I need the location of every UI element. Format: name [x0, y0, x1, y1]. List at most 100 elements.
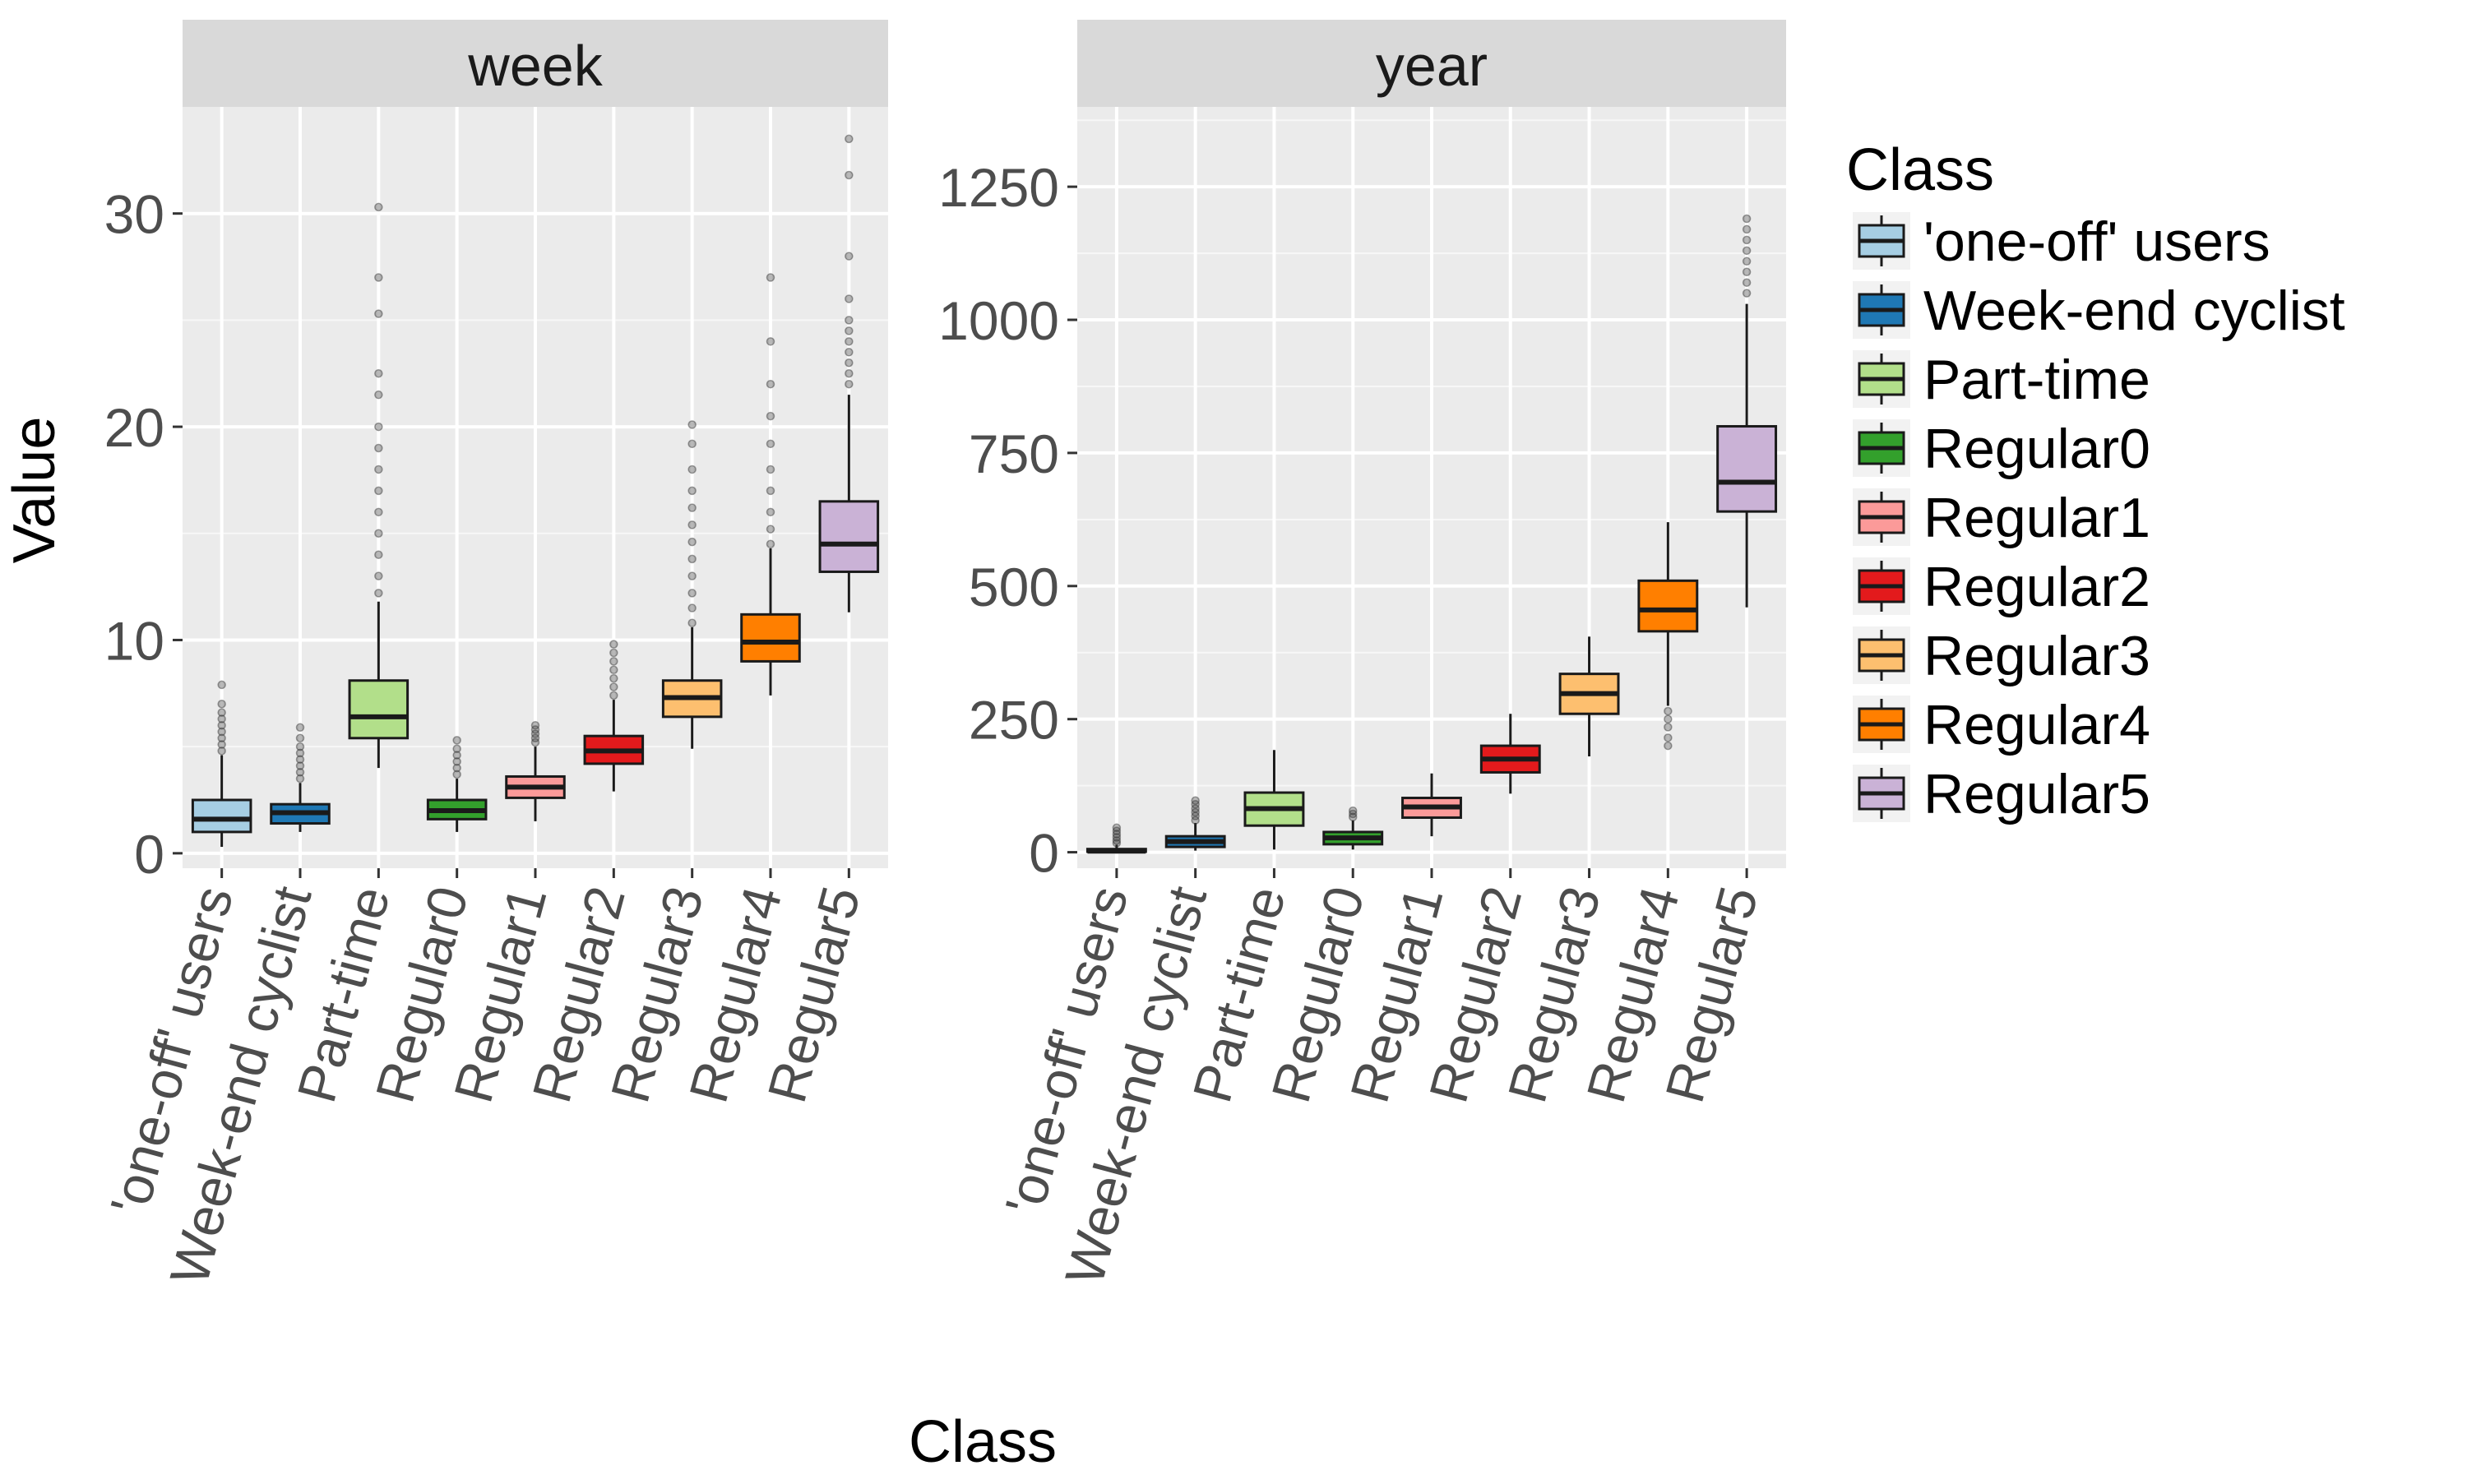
legend-entry-label: Week-end cyclist — [1923, 280, 2345, 342]
outlier-point — [1191, 800, 1200, 809]
legend-entry-6: Regular3 — [1853, 625, 2150, 687]
outlier-point — [452, 751, 461, 760]
box-week-5 — [583, 640, 645, 792]
outlier-point — [1348, 812, 1358, 822]
outlier-point — [217, 680, 226, 690]
outlier-point — [374, 202, 383, 212]
outlier-point — [766, 439, 775, 449]
box-week-8 — [818, 134, 880, 613]
y-tick-label: 10 — [104, 610, 164, 671]
outlier-point — [609, 673, 618, 683]
outlier-point — [217, 747, 226, 756]
outlier-point — [374, 443, 383, 453]
outlier-point — [687, 520, 697, 529]
facet-strip — [183, 20, 888, 107]
outlier-point — [845, 134, 854, 144]
outlier-point — [1112, 826, 1122, 835]
legend-entry-label: Regular4 — [1923, 694, 2150, 756]
legend-entry-8: Regular5 — [1853, 763, 2150, 825]
outlier-point — [1191, 807, 1200, 817]
outlier-point — [374, 571, 383, 580]
outlier-point — [766, 337, 775, 346]
outlier-point — [1191, 796, 1200, 806]
y-tick-label: 20 — [104, 397, 164, 458]
box-year-5 — [1479, 714, 1541, 794]
outlier-point — [374, 390, 383, 400]
outlier-point — [1664, 723, 1673, 732]
box-year-4 — [1401, 773, 1462, 837]
outlier-point — [295, 733, 305, 743]
outlier-point — [1664, 706, 1673, 716]
legend-entry-label: Regular2 — [1923, 556, 2150, 618]
outlier-point — [609, 682, 618, 691]
box-body — [740, 613, 801, 663]
outlier-point — [1664, 733, 1673, 742]
outlier-point — [295, 774, 305, 784]
outlier-point — [687, 554, 697, 564]
outlier-point — [1742, 278, 1752, 287]
y-tick-label: 0 — [134, 824, 164, 885]
legend-entry-label: Regular1 — [1923, 487, 2150, 549]
legend-entry-label: Regular5 — [1923, 763, 2150, 825]
outlier-point — [1742, 214, 1752, 224]
box-year-1 — [1164, 796, 1226, 851]
outlier-point — [374, 529, 383, 539]
legend-entry-0: 'one-off' users — [1853, 210, 2270, 273]
legend-entry-2: Part-time — [1853, 349, 2150, 411]
outlier-point — [1664, 714, 1673, 724]
y-tick-label: 750 — [969, 423, 1059, 484]
outlier-point — [1112, 839, 1122, 848]
box-week-0 — [191, 680, 252, 848]
outlier-point — [845, 358, 854, 368]
outlier-point — [1742, 267, 1752, 276]
outlier-point — [530, 729, 540, 738]
legend-entry-5: Regular2 — [1853, 556, 2150, 618]
outlier-point — [687, 618, 697, 627]
outlier-point — [845, 316, 854, 325]
outlier-point — [845, 294, 854, 303]
facet-strip-label: week — [467, 34, 603, 98]
outlier-point — [609, 648, 618, 658]
outlier-point — [217, 733, 226, 743]
outlier-point — [845, 170, 854, 180]
outlier-point — [374, 368, 383, 378]
box-week-7 — [740, 273, 801, 696]
outlier-point — [687, 537, 697, 547]
y-axis-title: Value — [2, 417, 67, 564]
outlier-point — [609, 640, 618, 649]
outlier-point — [530, 733, 540, 743]
outlier-point — [845, 326, 854, 335]
legend-entry-label: Regular0 — [1923, 418, 2150, 480]
box-body — [1716, 425, 1778, 513]
outlier-point — [845, 348, 854, 357]
outlier-point — [687, 571, 697, 580]
outlier-point — [1112, 836, 1122, 845]
outlier-point — [1348, 809, 1358, 819]
outlier-point — [295, 723, 305, 733]
outlier-point — [687, 589, 697, 598]
facet-strip-label: year — [1376, 34, 1488, 98]
outlier-point — [374, 550, 383, 559]
outlier-point — [1191, 811, 1200, 821]
outlier-point — [374, 507, 383, 517]
outlier-point — [766, 486, 775, 496]
outlier-point — [452, 770, 461, 779]
outlier-point — [217, 740, 226, 749]
outlier-point — [217, 720, 226, 730]
box-week-1 — [270, 723, 331, 832]
legend-entry-label: Part-time — [1923, 349, 2150, 411]
outlier-point — [295, 748, 305, 758]
outlier-point — [845, 379, 854, 389]
box-year-0 — [1085, 823, 1147, 854]
outlier-point — [609, 665, 618, 675]
outlier-point — [374, 273, 383, 282]
legend-entry-label: 'one-off' users — [1923, 210, 2270, 273]
outlier-point — [374, 309, 383, 318]
outlier-point — [1742, 289, 1752, 298]
outlier-point — [295, 761, 305, 770]
outlier-point — [1112, 823, 1122, 833]
outlier-point — [845, 368, 854, 378]
outlier-point — [1348, 806, 1358, 816]
outlier-point — [217, 714, 226, 724]
